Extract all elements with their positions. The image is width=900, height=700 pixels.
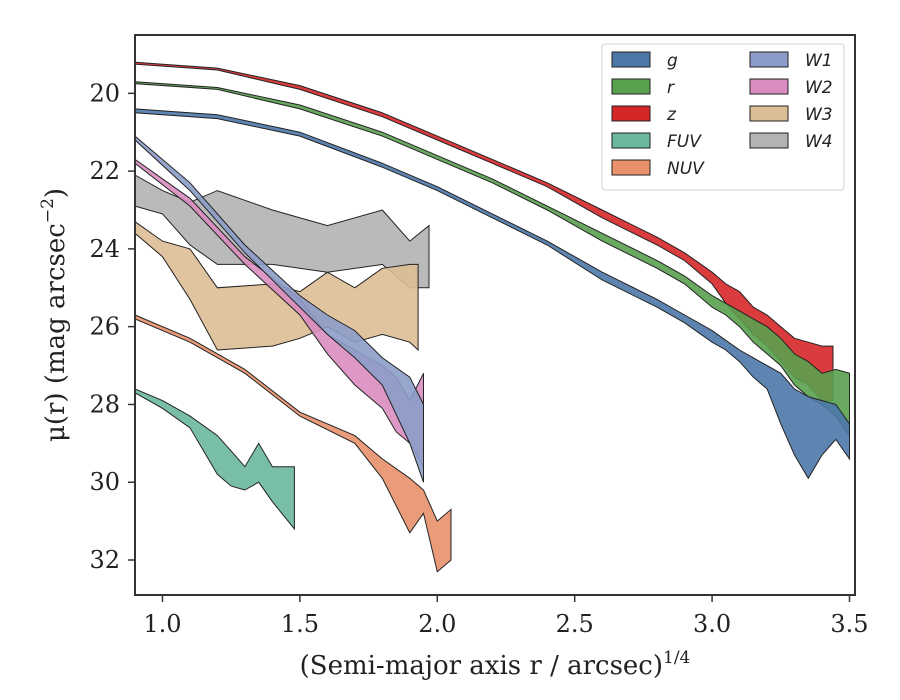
legend-swatch [749, 105, 789, 122]
band-NUV [134, 314, 452, 573]
y-tick-label: 22 [89, 157, 120, 185]
legend-label: r [667, 78, 675, 98]
x-tick-label: 3.0 [693, 610, 731, 638]
legend-label: NUV [667, 159, 705, 179]
y-tick-label: 20 [89, 79, 120, 107]
legend: grz FUV NUV W1 W2 W3 W4 [601, 43, 845, 191]
y-axis-label-text: μ(r) (mag arcsec [41, 223, 71, 442]
legend-swatch [749, 78, 789, 95]
legend-swatch [611, 159, 651, 176]
legend-swatch [749, 132, 789, 149]
band-W1 [134, 135, 424, 483]
x-tick-label: 2.5 [556, 610, 594, 638]
y-axis-label-close: ) [41, 188, 71, 198]
x-axis-label-exponent: 1/4 [663, 648, 690, 668]
x-tick-label: 3.5 [830, 610, 868, 638]
y-axis: 20 22 24 26 28 30 32 [89, 79, 135, 574]
legend-label: FUV [667, 132, 702, 152]
legend-label: z [666, 105, 677, 125]
legend-swatch [611, 78, 651, 95]
legend-label: g [667, 51, 678, 71]
x-axis-label-text: (Semi-major axis r / arcsec) [300, 651, 663, 681]
legend-swatch [611, 132, 651, 149]
legend-label: W3 [805, 105, 833, 125]
legend-swatch [611, 105, 651, 122]
x-tick-label: 1.0 [143, 610, 181, 638]
band-g [134, 108, 850, 480]
x-tick-label: 1.5 [281, 610, 319, 638]
y-tick-label: 26 [89, 313, 120, 341]
y-tick-label: 32 [89, 546, 120, 574]
x-axis-label: (Semi-major axis r / arcsec)1/4 [300, 648, 691, 681]
band-FUV [134, 388, 295, 531]
y-tick-label: 28 [89, 390, 120, 418]
legend-label: W1 [805, 51, 833, 71]
y-axis-label: μ(r) (mag arcsec−2) [38, 188, 71, 442]
series-areas [134, 61, 850, 573]
y-tick-label: 24 [89, 235, 120, 263]
x-tick-label: 2.0 [418, 610, 456, 638]
legend-swatch [611, 51, 651, 68]
legend-swatch [749, 51, 789, 68]
legend-label: W2 [805, 78, 833, 98]
legend-label: W4 [805, 132, 833, 152]
y-tick-label: 30 [89, 468, 120, 496]
x-axis: 1.0 1.5 2.0 2.5 3.0 3.5 [143, 595, 869, 638]
y-axis-label-exponent: −2 [38, 198, 58, 223]
plot-frame [134, 34, 856, 596]
